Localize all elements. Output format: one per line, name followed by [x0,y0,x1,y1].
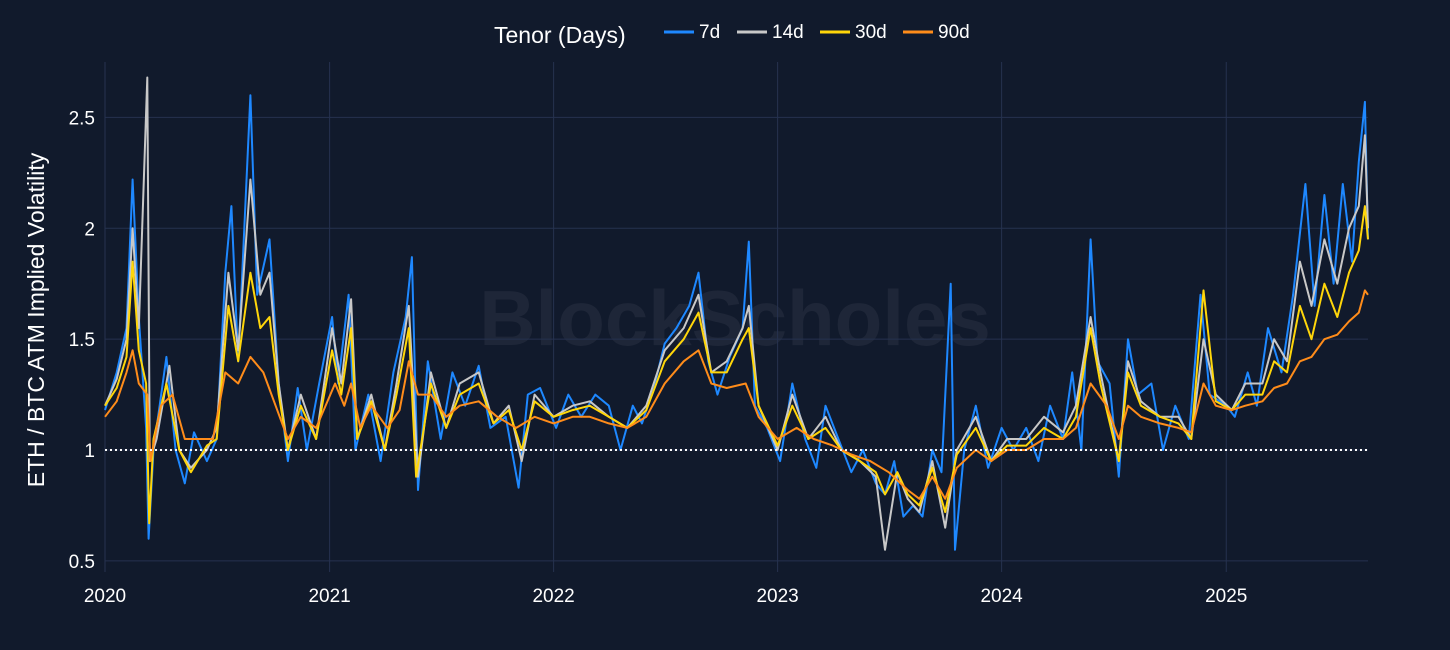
legend-label: 14d [772,22,804,43]
legend-item-90d[interactable]: 90d [903,22,970,43]
y-axis: 0.5 1 1.5 2 2.5 [69,108,95,572]
y-tick-label: 2 [84,219,95,240]
y-tick-label: 1.5 [69,330,95,351]
y-tick-label: 2.5 [69,108,95,129]
x-tick-label: 2024 [980,586,1023,607]
series-layer [104,76,1369,551]
x-axis: 2020 2021 2022 2023 2024 2025 [84,586,1248,607]
x-tick-label: 2020 [84,586,126,607]
legend-item-14d[interactable]: 14d [737,22,804,43]
legend-item-7d[interactable]: 7d [664,22,720,43]
series-line-30d [104,205,1369,525]
y-tick-label: 1 [84,441,95,462]
y-tick-label: 0.5 [69,552,95,573]
x-tick-label: 2023 [756,586,798,607]
legend-label: 30d [855,22,887,43]
x-tick-label: 2025 [1205,586,1247,607]
watermark: BlockScholes [479,274,991,362]
legend-label: 90d [938,22,970,43]
legend-label: 7d [699,22,720,43]
y-axis-title: ETH / BTC ATM Implied Volatility [23,152,49,487]
legend: Tenor (Days) 7d 14d 30d 90d [494,22,970,48]
series-line-90d [104,289,1369,500]
x-tick-label: 2022 [532,586,574,607]
legend-title: Tenor (Days) [494,22,626,48]
legend-item-30d[interactable]: 30d [820,22,887,43]
x-tick-label: 2021 [308,586,350,607]
